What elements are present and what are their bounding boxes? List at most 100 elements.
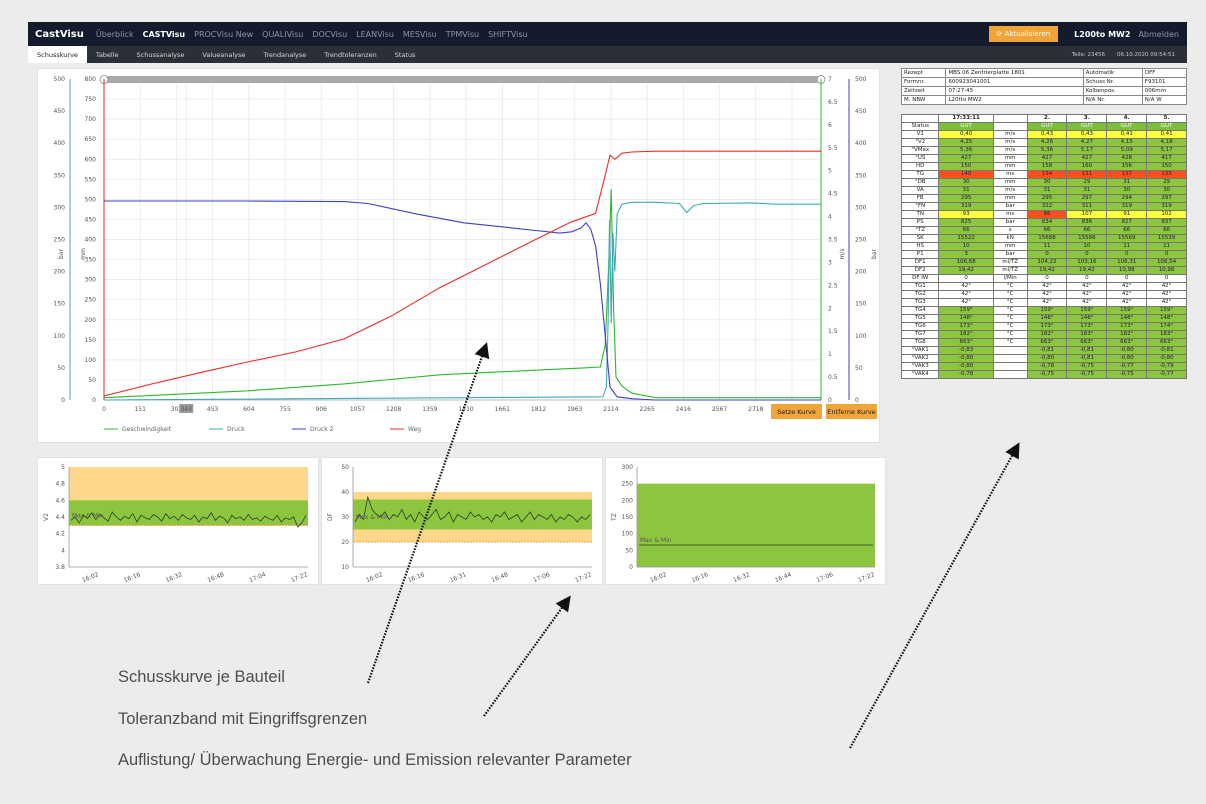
nav-item-mesvisu[interactable]: MESVisu — [402, 29, 437, 39]
table-row: TG4 159° °C 159° 159° 159° 159° — [900, 306, 1187, 315]
table-row: PS 825 bar 834 836 827 837 — [900, 218, 1187, 227]
left-inner-tick: 300 — [85, 277, 97, 284]
nav-item-docvisu[interactable]: DOCVisu — [312, 29, 348, 39]
parameter-value: 183° — [1146, 330, 1187, 339]
right-inner-tick: 0.5 — [828, 374, 838, 381]
parameter-value: 319 — [1146, 202, 1187, 211]
info-value: N/A W — [1141, 95, 1188, 105]
parameter-value: 182° — [1026, 330, 1068, 339]
parameter-value: 173° — [1106, 322, 1148, 331]
left-outer-tick: 200 — [54, 269, 66, 276]
left-inner-tick: 100 — [85, 357, 97, 364]
info-label: M. NBW — [900, 95, 947, 105]
caption-shot-curve: Schusskurve je Bauteil — [118, 668, 285, 686]
nav-item-leanvisu[interactable]: LEANVisu — [356, 29, 394, 39]
mini-x-tick: 17:04 — [248, 571, 267, 584]
tab-schusskurve[interactable]: Schusskurve — [28, 46, 87, 63]
app-brand[interactable]: CastVisu — [35, 28, 84, 40]
parameter-value: -0,80 — [938, 362, 994, 371]
top-navigation-bar: CastVisu Überblick CASTVisu PROCVisu New QU… — [28, 22, 1187, 46]
parameter-value: 319 — [938, 202, 994, 211]
table-row: °FN 319 bar 322 311 319 319 — [900, 202, 1187, 211]
refresh-button[interactable]: ⟳ Aktualisieren — [988, 26, 1059, 42]
parameter-value: 15688 — [1026, 234, 1068, 243]
info-label: Kolbenpos. — [1082, 86, 1143, 96]
nav-item-shiftvisu[interactable]: SHIFTVisu — [488, 29, 528, 39]
column-header[interactable] — [992, 114, 1028, 123]
parameter-value: 0 — [1066, 274, 1108, 283]
parameter-value: 5,17 — [1146, 146, 1187, 155]
parameter-value: 30 — [1106, 186, 1148, 195]
parameter-value: 4,15 — [1106, 138, 1148, 147]
parameter-value: 159° — [1026, 306, 1068, 315]
left-inner-axis-unit: mm — [80, 248, 87, 260]
x-tick: 1057 — [350, 406, 365, 413]
right-inner-tick: 3.5 — [828, 237, 838, 244]
nav-item-castvisu[interactable]: CASTVisu — [142, 29, 186, 39]
mini-y-tick: 0 — [629, 564, 633, 571]
nav-item--berblick[interactable]: Überblick — [95, 29, 134, 39]
column-header[interactable]: 3. — [1066, 114, 1108, 123]
mini-x-tick: 16:48 — [207, 571, 226, 584]
tab-valueanalyse[interactable]: Valueanalyse — [202, 50, 246, 59]
mini-series-line — [70, 511, 307, 528]
right-inner-tick: 5 — [828, 168, 832, 175]
mini-x-tick: 16:16 — [407, 571, 426, 584]
parameter-value: 182° — [1106, 330, 1148, 339]
parameter-value: 183° — [1066, 330, 1108, 339]
left-outer-tick: 250 — [54, 237, 66, 244]
table-row: °US 427 mm 427 427 428 417 — [900, 154, 1187, 163]
tab-schussanalyse[interactable]: Schussanalyse — [136, 50, 185, 59]
column-header[interactable]: 2. — [1026, 114, 1068, 123]
parameter-value: 297 — [1146, 194, 1187, 203]
parameter-name: PS — [900, 218, 940, 227]
mini-y-tick: 50 — [341, 464, 349, 471]
nav-item-procvisu-new[interactable]: PROCVisu New — [194, 29, 254, 39]
parameter-value: GUT — [1066, 122, 1108, 131]
parameter-name: TG — [900, 170, 940, 179]
left-inner-tick: 0 — [92, 397, 96, 404]
right-inner-axis-unit: m/s — [839, 249, 846, 260]
nav-item-tpmvisu[interactable]: TPMVisu — [445, 29, 480, 39]
column-header[interactable]: 4. — [1106, 114, 1148, 123]
view-tab-bar: Schusskurve Tabelle Schussanalyse Valueanal… — [28, 46, 1187, 63]
parameter-value: 0 — [1146, 274, 1187, 283]
remove-curve-button[interactable]: Entferne Kurve — [826, 404, 877, 419]
tab-trendtoleranzen[interactable]: Trendtoleranzen — [324, 50, 377, 59]
parameter-value: 10,98 — [1146, 266, 1187, 275]
mini-x-tick: 17:22 — [574, 571, 593, 584]
tab-trendanalyse[interactable]: Trendanalyse — [263, 50, 307, 59]
mini-annotation: Max & Min — [640, 537, 672, 544]
x-tick: 2718 — [748, 406, 763, 413]
parameter-value: 182° — [938, 330, 994, 339]
table-row: HS 10 mm 11 10 11 11 — [900, 242, 1187, 251]
parameter-value: -0,77 — [1146, 370, 1187, 379]
tab-tabelle[interactable]: Tabelle — [95, 50, 119, 59]
mini-y-tick: 4.8 — [55, 481, 65, 488]
caption-parameter-list: Auflistung/ Überwachung Energie- und Emi… — [118, 751, 632, 769]
parameter-value: GUT — [938, 122, 994, 131]
parameter-unit: °C — [992, 338, 1028, 347]
parameter-unit: ms — [992, 210, 1028, 219]
mini-y-tick: 250 — [622, 481, 634, 488]
tab-status[interactable]: Status — [394, 50, 416, 59]
parameter-name: SK — [900, 234, 940, 243]
parameter-value: 4,18 — [1146, 138, 1187, 147]
parameter-value: 133 — [1146, 170, 1187, 179]
mini-x-tick: 16:02 — [649, 571, 668, 584]
column-header[interactable]: 17:33:11 — [938, 114, 994, 123]
info-value: L20tto MW2 — [945, 95, 1084, 105]
mini-y-tick: 4.6 — [55, 497, 65, 504]
parameter-unit: °C — [992, 290, 1028, 299]
parameter-value: 322 — [1026, 202, 1068, 211]
mini-x-tick: 17:22 — [290, 571, 309, 584]
parameter-value: 31 — [1106, 178, 1148, 187]
parameter-value: 311 — [1066, 202, 1108, 211]
column-header[interactable] — [900, 114, 940, 123]
set-curve-button[interactable]: Setze Kurve — [771, 404, 822, 419]
right-outer-tick: 500 — [855, 76, 867, 83]
parameter-value: 10,98 — [1106, 266, 1148, 275]
nav-item-qualivisu[interactable]: QUALIVisu — [262, 29, 304, 39]
logout-link[interactable]: Abmelden — [1138, 29, 1179, 39]
column-header[interactable]: 5. — [1146, 114, 1187, 123]
